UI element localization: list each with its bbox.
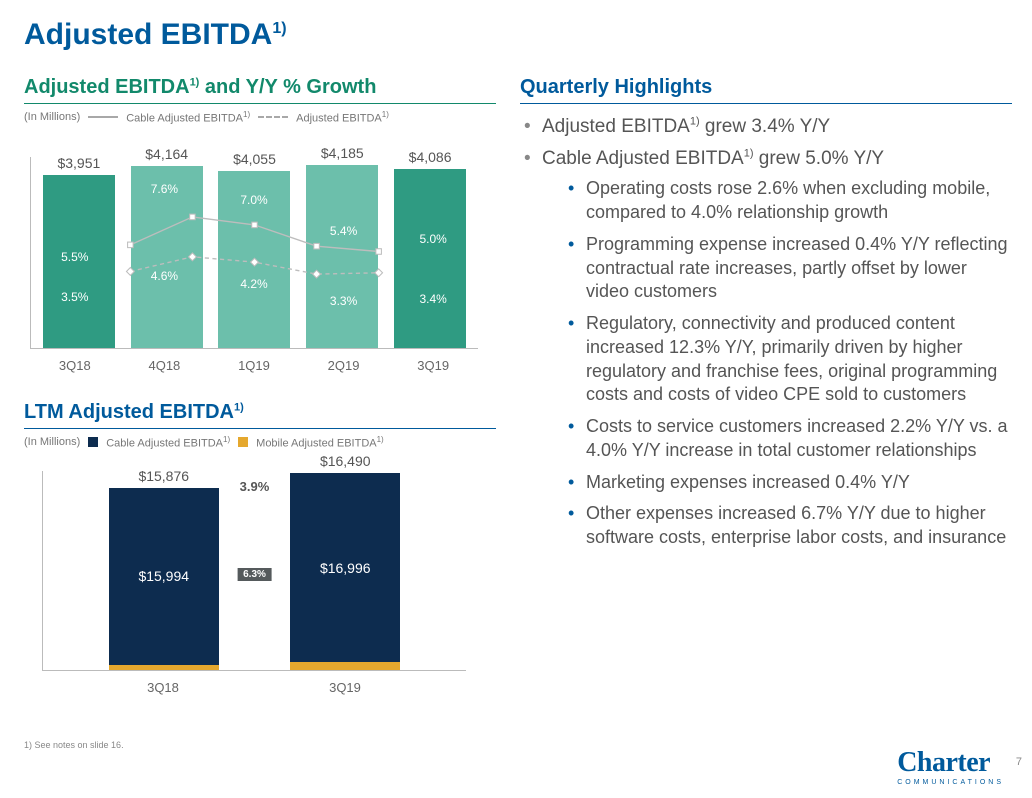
brand-logo: Charter COMMUNICATIONS	[897, 747, 1004, 786]
chart1-bar-value: $4,185	[321, 145, 364, 161]
slide: Adjusted EBITDA1) Adjusted EBITDA1) and …	[0, 0, 1032, 798]
chart2-y-unit: (In Millions)	[24, 436, 80, 448]
chart2-x-axis: 3Q18 3Q19	[42, 680, 466, 695]
chart2-stack: $16,490 $16,996	[290, 453, 400, 670]
chart2-mobile-segment	[109, 665, 219, 670]
left-column: Adjusted EBITDA1) and Y/Y % Growth (In M…	[24, 76, 496, 701]
chart1-title: Adjusted EBITDA1) and Y/Y % Growth	[24, 76, 496, 104]
chart1-y-unit: (In Millions)	[24, 111, 80, 123]
chart2-title: LTM Adjusted EBITDA1)	[24, 401, 496, 429]
chart2-legend-mobile: Mobile Adjusted EBITDA1)	[256, 435, 384, 450]
chart1-bar-value: $3,951	[57, 155, 100, 171]
highlight-subitem: Regulatory, connectivity and produced co…	[568, 312, 1012, 407]
page-title-main: Adjusted EBITDA	[24, 18, 272, 51]
chart2-title-sup: 1)	[234, 401, 244, 413]
legend-dash-line-icon	[258, 116, 288, 118]
chart2-legend-cable: Cable Adjusted EBITDA1)	[106, 435, 230, 450]
chart2-center-top: 3.9%	[237, 479, 272, 494]
chart1-dash-pct-label: 4.2%	[229, 277, 279, 291]
chart1-dash-pct-label: 4.6%	[139, 269, 189, 283]
chart1-solid-pct-label: 5.0%	[408, 232, 458, 246]
legend-mobile-swatch-icon	[238, 437, 248, 447]
brand-name: Charter	[897, 747, 990, 778]
chart1-solid-pct-label: 5.4%	[319, 224, 369, 238]
highlight-subitem: Costs to service customers increased 2.2…	[568, 415, 1012, 463]
chart2-stack: $15,876 $15,994	[109, 468, 219, 671]
chart1-title-tail: and Y/Y % Growth	[199, 76, 376, 98]
chart1-bar-value: $4,055	[233, 151, 276, 167]
chart1: $3,951 $4,164 $4,055 $4,185 $4,086 3Q18 4Q18 1…	[24, 129, 484, 379]
chart2-cable-segment: $15,994	[109, 488, 219, 666]
legend-solid-line-icon	[88, 116, 118, 118]
chart1-x-label: 3Q18	[59, 358, 91, 373]
page-title-sup: 1)	[272, 20, 286, 37]
highlight-item: Adjusted EBITDA1) grew 3.4% Y/Y	[524, 114, 1012, 140]
right-column: Quarterly Highlights Adjusted EBITDA1) g…	[520, 76, 1012, 701]
chart2-cable-segment: $16,996	[290, 473, 400, 662]
highlights-title: Quarterly Highlights	[520, 76, 1012, 104]
chart1-legend-dash: Adjusted EBITDA1)	[296, 110, 389, 125]
chart1-x-label: 3Q19	[417, 358, 449, 373]
highlight-subitem: Programming expense increased 0.4% Y/Y r…	[568, 233, 1012, 304]
highlight-sublist: Operating costs rose 2.6% when excluding…	[542, 177, 1012, 550]
chart1-bar-value: $4,164	[145, 146, 188, 162]
legend-cable-swatch-icon	[88, 437, 98, 447]
chart2-center-box: 6.3%	[237, 568, 272, 581]
chart2-legend: (In Millions) Cable Adjusted EBITDA1) Mo…	[24, 435, 496, 450]
chart1-legend: (In Millions) Cable Adjusted EBITDA1) Ad…	[24, 110, 496, 125]
chart1-title-sup: 1)	[190, 76, 200, 88]
brand-sub: COMMUNICATIONS	[897, 779, 1004, 786]
chart1-bar-value: $4,086	[409, 149, 452, 165]
chart1-title-main: Adjusted EBITDA	[24, 76, 190, 98]
page-title: Adjusted EBITDA1)	[24, 18, 1012, 52]
chart2-mobile-segment	[290, 662, 400, 670]
highlight-subitem: Other expenses increased 6.7% Y/Y due to…	[568, 502, 1012, 550]
chart2: $15,876 $15,994 $16,490 $16,996 3.9% 6.3% 3…	[24, 453, 484, 701]
chart1-dash-pct-label: 3.5%	[50, 290, 100, 304]
chart1-dash-pct-label: 3.4%	[408, 292, 458, 306]
chart2-top-label: $16,490	[320, 453, 371, 469]
chart1-x-label: 4Q18	[148, 358, 180, 373]
chart2-top-label: $15,876	[138, 468, 189, 484]
highlight-item: Cable Adjusted EBITDA1) grew 5.0% Y/YOpe…	[524, 146, 1012, 550]
chart1-dash-pct-label: 3.3%	[319, 294, 369, 308]
chart1-solid-pct-label: 7.6%	[139, 182, 189, 196]
highlight-subitem: Marketing expenses increased 0.4% Y/Y	[568, 471, 1012, 495]
chart1-x-label: 1Q19	[238, 358, 270, 373]
page-number: 7	[1016, 756, 1022, 768]
content-row: Adjusted EBITDA1) and Y/Y % Growth (In M…	[24, 76, 1012, 701]
chart2-title-main: LTM Adjusted EBITDA	[24, 401, 234, 423]
chart1-x-label: 2Q19	[328, 358, 360, 373]
chart1-solid-pct-label: 5.5%	[50, 250, 100, 264]
highlight-subitem: Operating costs rose 2.6% when excluding…	[568, 177, 1012, 225]
chart2-plot: $15,876$15,994$16,490$16,996 3.9% 6.3%	[42, 471, 466, 671]
chart1-legend-line: Cable Adjusted EBITDA1)	[126, 110, 250, 125]
footnote: 1) See notes on slide 16.	[24, 740, 124, 750]
chart1-solid-pct-label: 7.0%	[229, 193, 279, 207]
chart1-x-axis: 3Q18 4Q18 1Q19 2Q19 3Q19	[30, 358, 478, 373]
chart2-center-label: 3.9% 6.3%	[237, 479, 272, 581]
chart2-x-label: 3Q19	[290, 680, 400, 695]
chart2-x-label: 3Q18	[108, 680, 218, 695]
highlights-list: Adjusted EBITDA1) grew 3.4% Y/Y Cable Adj…	[520, 114, 1012, 550]
